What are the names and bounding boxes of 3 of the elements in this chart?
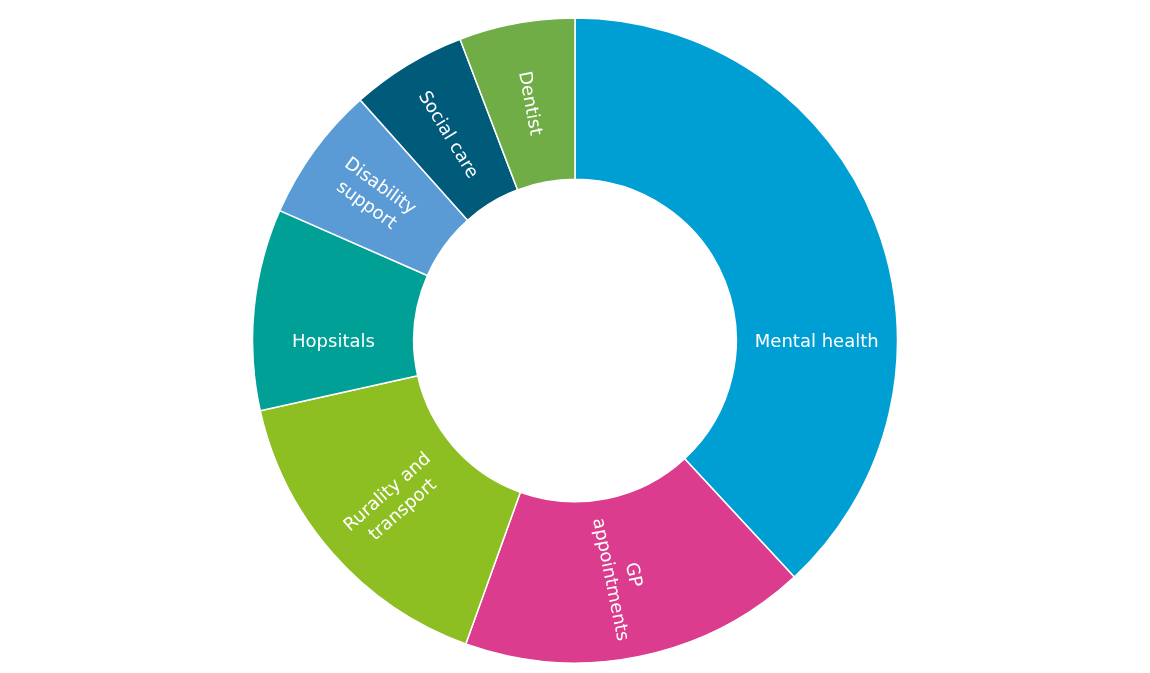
slice-label: Hopsitals: [292, 330, 375, 351]
slice-label: Mental health: [754, 330, 879, 351]
slice-label: Dentist: [515, 69, 548, 137]
